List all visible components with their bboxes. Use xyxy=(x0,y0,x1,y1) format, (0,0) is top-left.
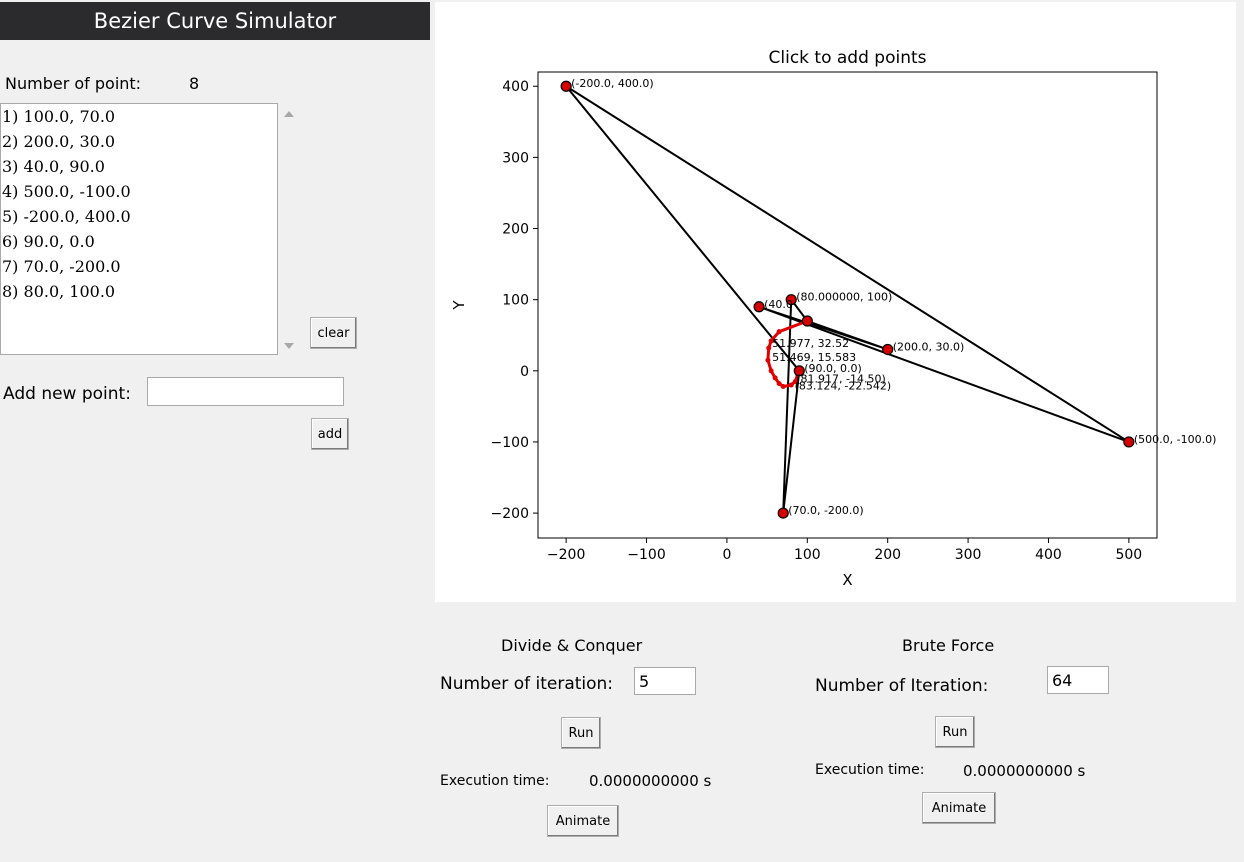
bf-exec-label: Execution time: xyxy=(815,762,925,778)
list-item[interactable]: 2) 200.0, 30.0 xyxy=(2,132,116,151)
curve-point xyxy=(768,368,774,374)
point-label: (70.0, -200.0) xyxy=(788,504,864,517)
points-scrollbar[interactable] xyxy=(280,103,298,355)
curve-point xyxy=(788,382,794,388)
clear-button[interactable]: clear xyxy=(310,317,357,349)
control-point xyxy=(753,301,765,313)
x-tick-label: 500 xyxy=(1115,547,1142,563)
curve-point xyxy=(776,381,782,387)
control-point xyxy=(793,365,805,377)
app-title: Bezier Curve Simulator xyxy=(0,2,430,40)
bf-title: Brute Force xyxy=(902,636,995,655)
point-count-label: Number of point: xyxy=(5,74,142,93)
point-label: (200.0, 30.0) xyxy=(893,340,965,353)
list-item[interactable]: 1) 100.0, 70.0 xyxy=(2,107,116,126)
control-point xyxy=(882,343,894,356)
x-axis-label: X xyxy=(842,571,852,589)
points-listbox[interactable]: 1) 100.0, 70.0 2) 200.0, 30.0 3) 40.0, 90.… xyxy=(0,103,278,355)
y-tick-label: 400 xyxy=(502,79,529,95)
point-label: (83.124, -22.542) xyxy=(795,380,892,393)
dc-title: Divide & Conquer xyxy=(501,636,643,655)
point-label: (81.917, -14.50) xyxy=(796,372,886,385)
add-button[interactable]: add xyxy=(311,418,349,450)
list-item[interactable]: 3) 40.0, 90.0 xyxy=(2,157,105,176)
point-label: (90.0, 0.0) xyxy=(804,362,862,375)
add-point-label: Add new point: xyxy=(3,384,131,404)
list-item[interactable]: 5) -200.0, 400.0 xyxy=(2,207,131,226)
list-item[interactable]: 7) 70.0, -200.0 xyxy=(2,257,121,276)
plot-panel[interactable]: Click to add points −200 −100 0 100 200 300 400… xyxy=(435,2,1236,602)
y-tick-label: 300 xyxy=(502,150,529,166)
point-label: (40.0 xyxy=(764,298,793,311)
y-tick-label: −200 xyxy=(491,506,529,522)
point-label: (80.000000, 100) xyxy=(796,291,892,304)
bf-animate-button[interactable]: Animate xyxy=(922,792,996,824)
add-point-input[interactable] xyxy=(147,377,344,406)
control-point xyxy=(785,294,797,306)
x-tick-label: −200 xyxy=(547,547,585,563)
bf-run-button[interactable]: Run xyxy=(935,716,975,748)
dc-iteration-label: Number of iteration: xyxy=(440,674,614,694)
chart-title: Click to add points xyxy=(769,48,927,68)
bezier-chart[interactable]: Click to add points −200 −100 0 100 200 300 400… xyxy=(435,2,1236,602)
dc-exec-label: Execution time: xyxy=(440,773,550,789)
dc-animate-button[interactable]: Animate xyxy=(547,805,619,837)
dc-run-button[interactable]: Run xyxy=(561,717,601,749)
x-tick-label: 200 xyxy=(874,547,901,563)
curve-point xyxy=(766,345,772,351)
control-point xyxy=(560,80,572,92)
list-item[interactable]: 6) 90.0, 0.0 xyxy=(2,232,95,251)
point-label: 51.469, 15.583 xyxy=(772,351,856,364)
x-tick-label: 0 xyxy=(722,547,731,563)
bf-iteration-label: Number of Iteration: xyxy=(815,676,989,696)
y-tick-label: 0 xyxy=(520,364,529,380)
curve-point xyxy=(765,357,771,363)
dc-exec-value: 0.0000000000 s xyxy=(589,772,712,790)
dc-iteration-input[interactable] xyxy=(634,667,696,695)
list-item[interactable]: 8) 80.0, 100.0 xyxy=(2,282,116,301)
bf-iteration-input[interactable] xyxy=(1047,666,1109,694)
point-label: (500.0, -100.0) xyxy=(1134,433,1217,446)
scroll-up-icon[interactable] xyxy=(284,111,294,117)
y-tick-label: −100 xyxy=(491,435,529,451)
plot-frame xyxy=(537,71,1158,539)
curve-point xyxy=(768,338,774,344)
curve-point xyxy=(792,378,798,384)
y-tick-label: 200 xyxy=(502,222,529,238)
curve-point xyxy=(780,383,786,389)
curve-point xyxy=(776,329,782,335)
x-tick-label: 400 xyxy=(1035,547,1062,563)
point-label: (-200.0, 400.0) xyxy=(571,77,654,90)
y-axis-label: Y xyxy=(450,300,468,311)
x-tick-label: −100 xyxy=(627,547,665,563)
list-item[interactable]: 4) 500.0, -100.0 xyxy=(2,182,131,201)
scroll-down-icon[interactable] xyxy=(284,343,294,349)
control-point xyxy=(1123,436,1135,448)
x-tick-label: 100 xyxy=(794,547,821,563)
x-tick-label: 300 xyxy=(955,547,982,563)
control-point xyxy=(801,315,813,327)
point-count-value: 8 xyxy=(189,74,200,93)
curve-point xyxy=(772,375,778,381)
bf-exec-value: 0.0000000000 s xyxy=(963,762,1086,780)
y-tick-label: 100 xyxy=(502,293,529,309)
control-point xyxy=(777,507,789,519)
point-label: 51.977, 32.52 xyxy=(772,337,849,350)
